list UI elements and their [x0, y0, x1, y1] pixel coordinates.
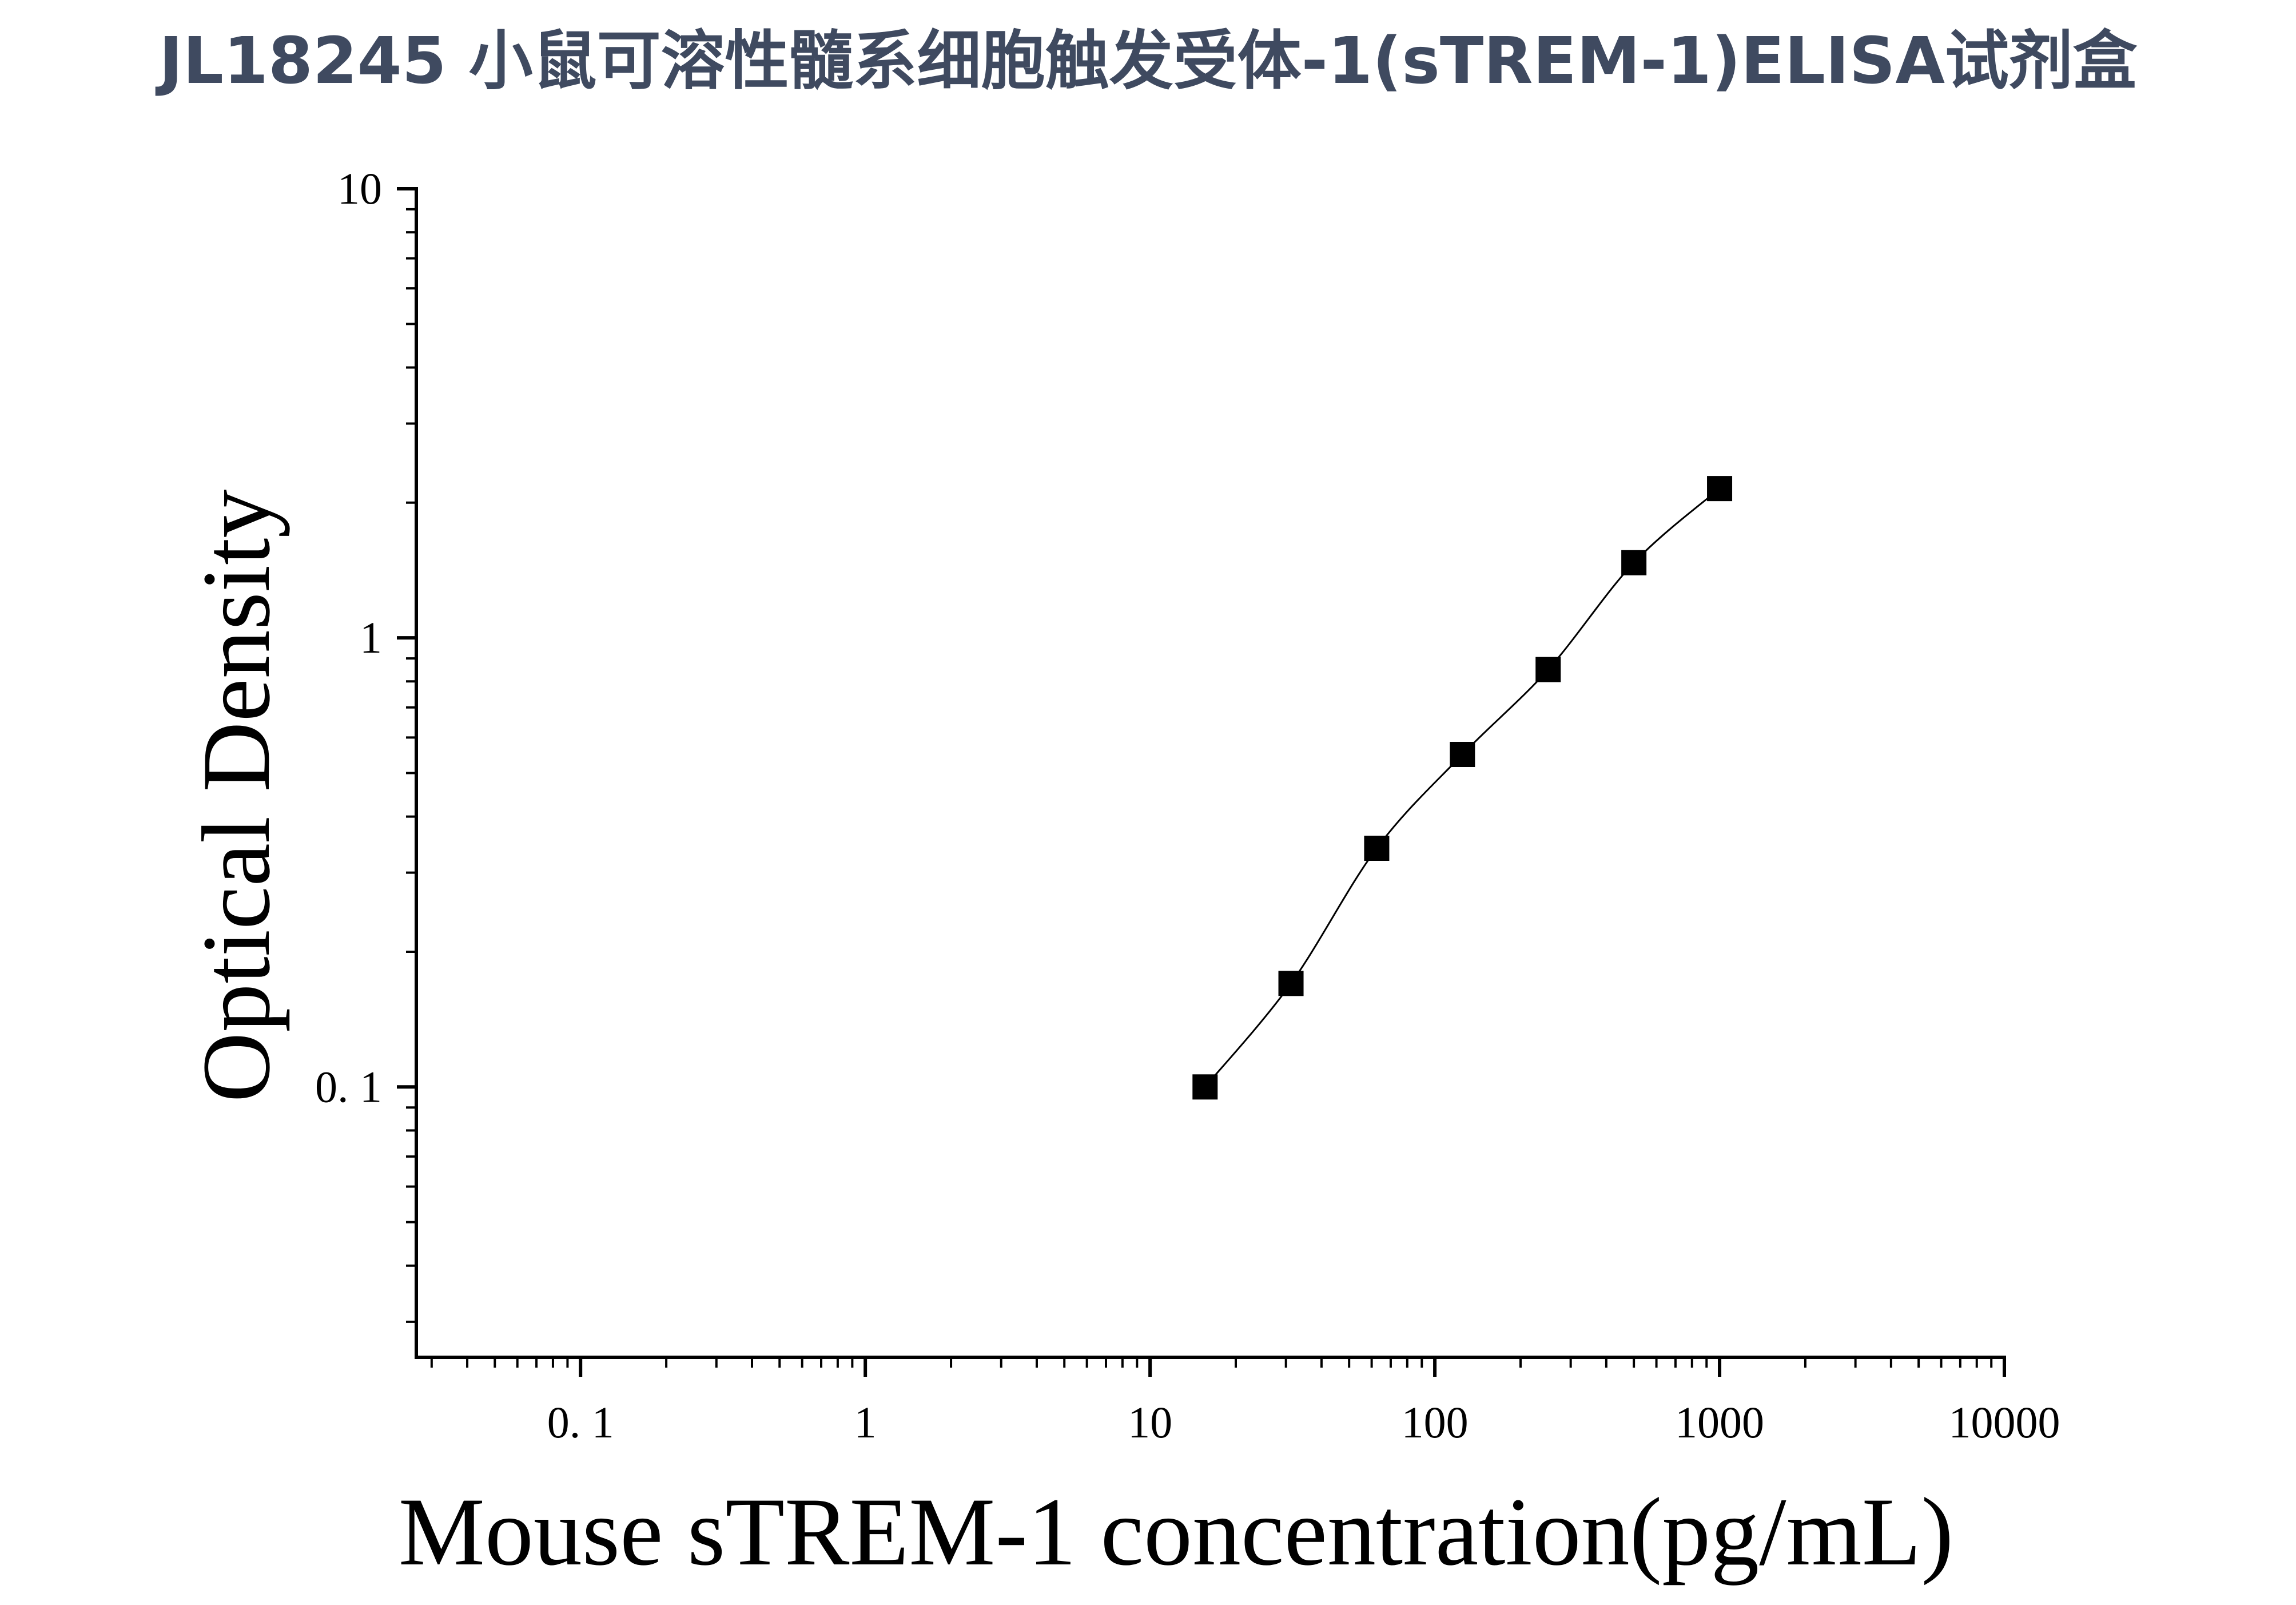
y-axis-title: Optical Density	[182, 490, 290, 1103]
x-tick-label: 10000	[1949, 1397, 2060, 1447]
x-tick-label: 1000	[1675, 1397, 1764, 1447]
data-point	[1707, 476, 1733, 502]
data-point	[1278, 971, 1304, 996]
data-point	[1621, 550, 1647, 575]
y-tick-label: 10	[337, 164, 382, 213]
data-point	[1192, 1074, 1218, 1100]
axis-ticks	[397, 187, 2006, 1377]
data-points	[1192, 476, 1733, 1100]
x-tick-label: 100	[1402, 1397, 1469, 1447]
x-tick-label: 10	[1128, 1397, 1172, 1447]
fit-curve-line	[1204, 487, 1721, 1088]
fit-curve	[1204, 487, 1721, 1088]
tick-labels: 0. 1 1 10 100 1000 10000 0. 1 1 10	[315, 164, 2060, 1447]
axes	[415, 187, 2006, 1359]
chart-title: JL18245 小鼠可溶性髓系细胞触发受体-1(sTREM-1)ELISA试剂盒	[158, 24, 2138, 98]
data-point	[1364, 836, 1390, 861]
data-point	[1450, 742, 1475, 768]
x-axis-title: Mouse sTREM-1 concentration(pg/mL)	[399, 1478, 1953, 1586]
x-tick-label: 1	[854, 1397, 877, 1447]
y-tick-label: 0. 1	[315, 1062, 382, 1111]
x-tick-label: 0. 1	[547, 1397, 614, 1447]
data-point	[1535, 657, 1561, 682]
y-tick-label: 1	[360, 613, 382, 662]
